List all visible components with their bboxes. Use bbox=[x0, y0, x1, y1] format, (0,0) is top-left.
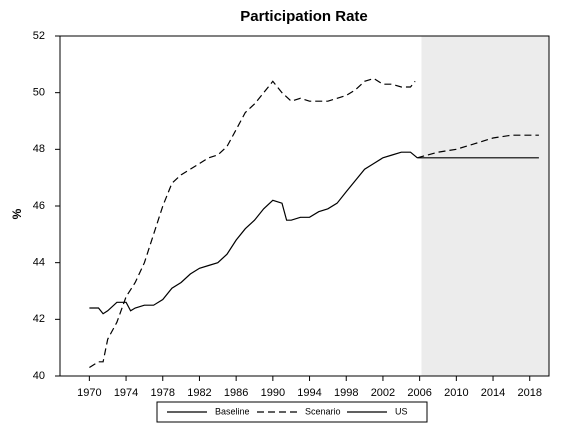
x-tick-label: 2014 bbox=[481, 387, 505, 399]
y-tick-label: 46 bbox=[33, 200, 45, 212]
x-tick-label: 1998 bbox=[334, 387, 358, 399]
y-tick-label: 52 bbox=[33, 30, 45, 42]
x-tick-label: 1974 bbox=[114, 387, 138, 399]
x-tick-label: 2018 bbox=[517, 387, 541, 399]
y-tick-label: 48 bbox=[33, 143, 45, 155]
x-tick-label: 1982 bbox=[187, 387, 211, 399]
x-tick-label: 1986 bbox=[224, 387, 248, 399]
x-tick-label: 2002 bbox=[371, 387, 395, 399]
x-tick-label: 1990 bbox=[261, 387, 285, 399]
series-line bbox=[89, 77, 539, 369]
x-tick-label: 2006 bbox=[407, 387, 431, 399]
x-tick-label: 2010 bbox=[444, 387, 468, 399]
series-line bbox=[89, 151, 418, 315]
x-tick-label: 1978 bbox=[151, 387, 175, 399]
x-tick-label: 1994 bbox=[297, 387, 321, 399]
chart-title: Participation Rate bbox=[240, 8, 368, 25]
y-tick-label: 42 bbox=[33, 313, 45, 325]
y-tick-label: 40 bbox=[33, 370, 45, 382]
legend-label: Scenario bbox=[305, 406, 341, 416]
legend-label: Baseline bbox=[215, 406, 250, 416]
legend-label: US bbox=[395, 406, 408, 416]
forecast-shade bbox=[421, 36, 549, 376]
y-axis-label: % bbox=[10, 208, 24, 219]
y-tick-label: 44 bbox=[33, 257, 45, 269]
y-tick-label: 50 bbox=[33, 87, 45, 99]
x-tick-label: 1970 bbox=[77, 387, 101, 399]
